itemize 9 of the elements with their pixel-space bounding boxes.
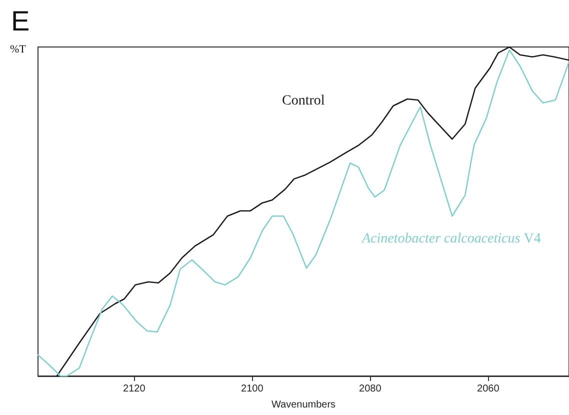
y-axis-title: %T [10, 44, 26, 56]
x-tick-label: 2080 [359, 384, 382, 394]
series-label: Acinetobacter calcoaceticus V4 [361, 232, 541, 246]
text: Control [282, 94, 325, 108]
x-tick-label: 2060 [477, 384, 500, 394]
x-tick-label: 2100 [241, 384, 264, 394]
chart-title: E [11, 6, 30, 36]
x-tick-label: 2120 [123, 384, 146, 394]
x-axis-title: Wavenumbers [271, 400, 336, 410]
